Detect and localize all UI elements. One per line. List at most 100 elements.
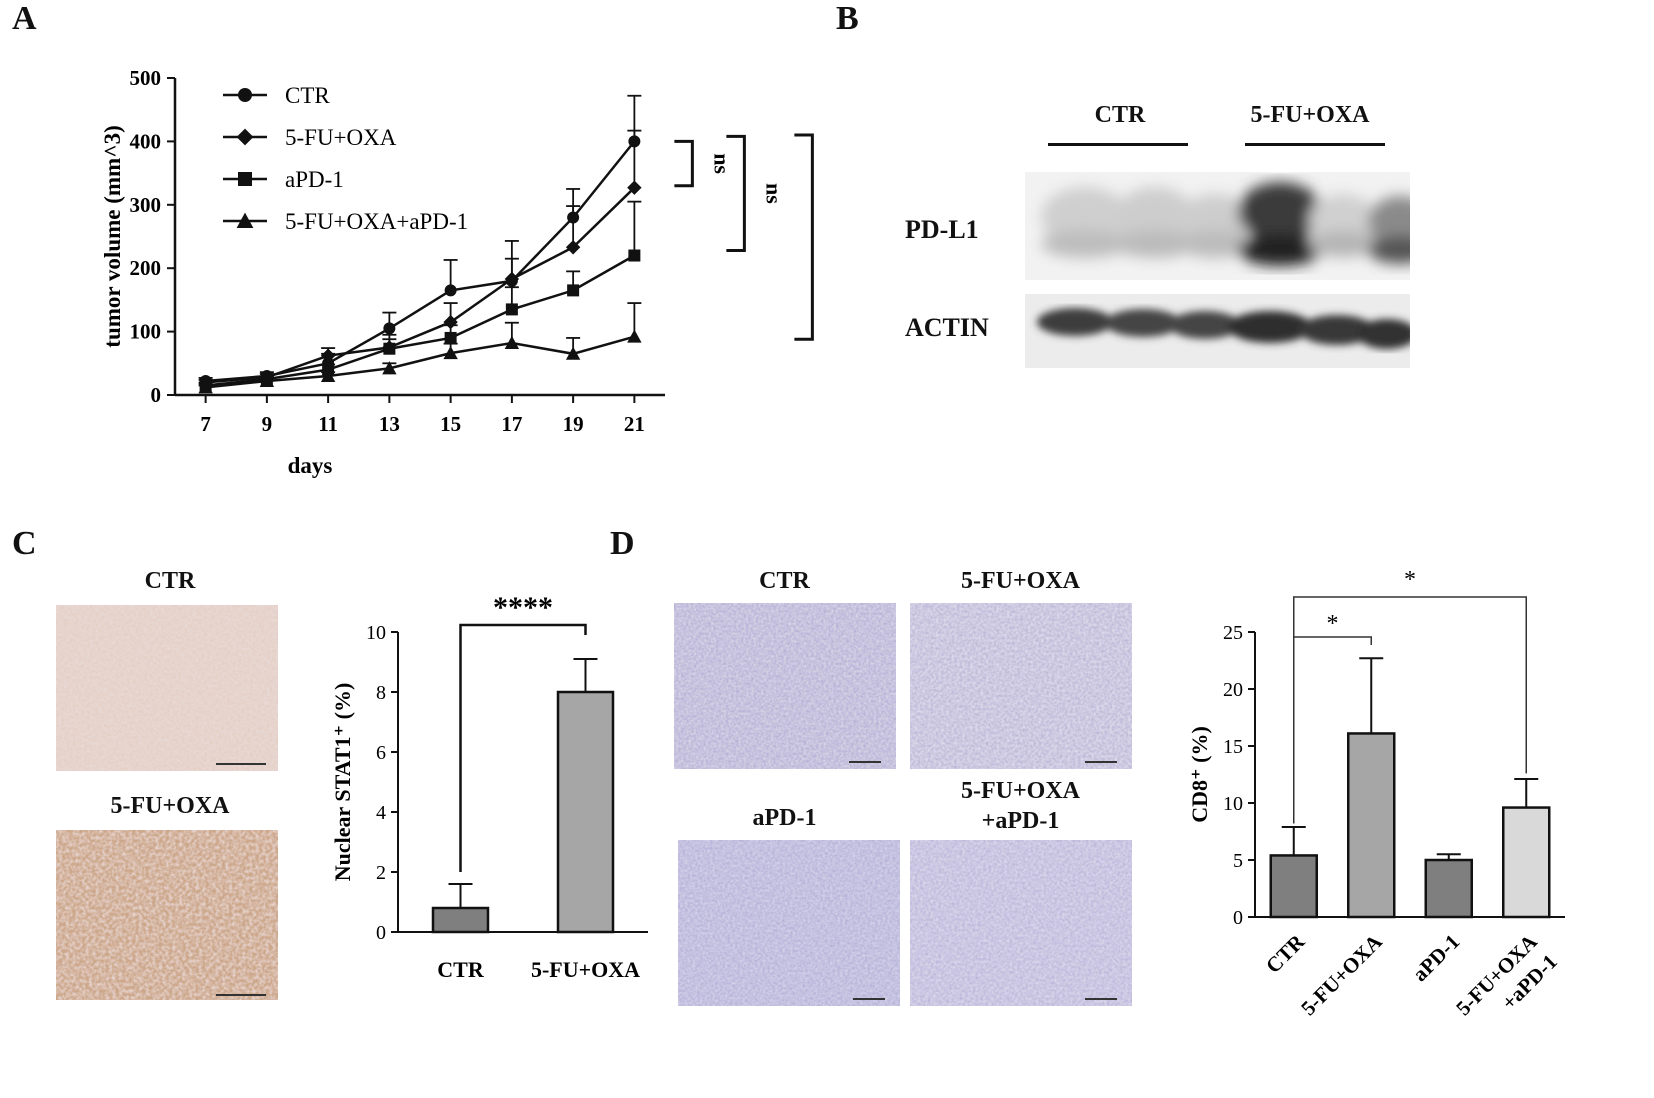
y-tick-label: 300 (130, 193, 162, 217)
bar (431, 906, 490, 934)
bracket-label: * (1404, 567, 1416, 593)
x-tick-label: 5-FU+OXA (531, 957, 640, 982)
y-tick-label: 2 (376, 862, 386, 884)
y-axis-label: tumor volume (mm^3) (100, 125, 125, 347)
legend-label: 5-FU+OXA (285, 125, 397, 150)
y-tick-label: 5 (1233, 850, 1243, 872)
data-point (383, 342, 396, 355)
data-point (627, 180, 642, 195)
bracket-label: ns (761, 183, 786, 204)
y-tick-label: 4 (376, 802, 386, 824)
blot-group-line-ctr (1048, 143, 1188, 146)
x-tick-label: 9 (262, 412, 273, 436)
x-tick-label: 15 (440, 412, 461, 436)
sig-bracket-ctr-vs-5fu: ns (674, 139, 734, 188)
y-tick-label: 20 (1223, 679, 1243, 701)
y-tick-label: 100 (130, 320, 162, 344)
bar (1424, 858, 1473, 919)
axes: 0 2 4 6 8 10 Nuclear STAT1⁺ (%) (330, 622, 648, 944)
data-point (383, 322, 396, 335)
series-aPD-1: aPD-1 (198, 167, 642, 392)
bar-group: CTR (1261, 825, 1318, 978)
legend-marker (238, 172, 252, 186)
y-axis-label: Nuclear STAT1⁺ (%) (330, 683, 355, 882)
bar (1269, 854, 1318, 919)
cd8-ihc-label-apd1: aPD-1 (752, 805, 817, 831)
sig-bracket-ctr-vs-5fu: * (1293, 611, 1372, 824)
x-tick-label: CTR (1261, 929, 1310, 978)
data-point (627, 329, 642, 343)
data-point (320, 348, 336, 363)
y-tick-label: 0 (1233, 907, 1243, 929)
sig-bracket-ctr-vs-apd1: ns (726, 134, 786, 252)
x-tick-label: 19 (563, 412, 584, 436)
bracket-line (674, 139, 694, 188)
data-point (320, 368, 336, 382)
bracket-line (726, 134, 746, 252)
cd8-ihc-image-5fu-oxa (910, 603, 1132, 769)
series-line (205, 140, 636, 383)
data-point (567, 284, 580, 297)
blot-membrane (1025, 172, 1410, 368)
series-line (205, 335, 635, 389)
bracket-label: * (1327, 611, 1339, 637)
data-point (565, 346, 581, 360)
bracket-label: **** (493, 591, 553, 624)
data-point (565, 240, 581, 255)
bar-group: 5-FU+OXA (1296, 657, 1396, 1020)
bar-group: aPD-1 (1408, 853, 1473, 987)
cd8-ihc-image-ctr (674, 603, 896, 769)
data-point (505, 303, 518, 316)
series-CTR: CTR (198, 83, 642, 388)
blot-row-label-actin: ACTIN (905, 313, 989, 342)
data-point (382, 361, 397, 375)
x-tick-label: CTR (437, 957, 485, 982)
x-tick-label: aPD-1 (1408, 930, 1465, 987)
y-tick-label: 0 (376, 922, 386, 944)
ihc-image-5fu-oxa (56, 830, 278, 1000)
cd8-ihc-image-apd1 (678, 840, 900, 1006)
series-5-FU+OXA+aPD-1: 5-FU+OXA+aPD-1 (198, 209, 642, 394)
cd8-ihc-label-5fu-oxa: 5-FU+OXA (961, 568, 1080, 594)
y-tick-label: 0 (151, 383, 162, 407)
axes: 0 100 200 300 400 500 7 9 11 13 15 17 19 21 days tumor … (100, 66, 665, 478)
legend-label: aPD-1 (285, 167, 344, 192)
data-point (444, 284, 457, 297)
y-tick-label: 500 (130, 66, 162, 90)
ihc-label-ctr: CTR (144, 568, 196, 594)
stat1-bar-chart: 0 2 4 6 8 10 Nuclear STAT1⁺ (%) CTR 5-FU+OXA **** (330, 591, 648, 982)
bar (1347, 732, 1396, 919)
x-tick-label: 21 (624, 412, 645, 436)
legend-label: CTR (285, 83, 330, 108)
legend-marker (238, 88, 252, 102)
bracket-label: ns (709, 153, 734, 174)
x-axis-label: days (288, 453, 333, 478)
data-point (259, 373, 275, 388)
data-point (198, 380, 213, 394)
y-tick-label: 400 (130, 129, 162, 153)
data-point (443, 345, 458, 360)
series-5-FU+OXA: 5-FU+OXA (198, 125, 642, 390)
blot-group-line-5fu-oxa (1245, 143, 1385, 146)
bar-group: CTR (431, 883, 490, 982)
cd8-ihc-label-combo-line2: +aPD-1 (981, 808, 1060, 834)
y-tick-label: 8 (376, 682, 386, 704)
panel-letter-d: D (610, 525, 635, 562)
blot-group-label-ctr: CTR (1094, 102, 1146, 128)
panel-letter-a: A (12, 0, 37, 37)
y-tick-label: 10 (1223, 793, 1243, 815)
legend-label: 5-FU+OXA+aPD-1 (285, 209, 468, 234)
cd8-ihc-image-combo (910, 840, 1132, 1006)
x-tick-label: 5-FU+OXA (1296, 929, 1387, 1020)
panel-letter-b: B (836, 0, 859, 37)
bracket-line (459, 623, 587, 872)
bar (1502, 806, 1551, 919)
y-tick-label: 6 (376, 742, 386, 764)
data-point (444, 331, 457, 344)
series-line (205, 254, 635, 387)
sig-bracket-ctr-vs-combo: * (1293, 567, 1527, 774)
bracket-line (1293, 636, 1372, 824)
bracket-line (794, 133, 814, 341)
panel-letter-c: C (12, 525, 37, 562)
